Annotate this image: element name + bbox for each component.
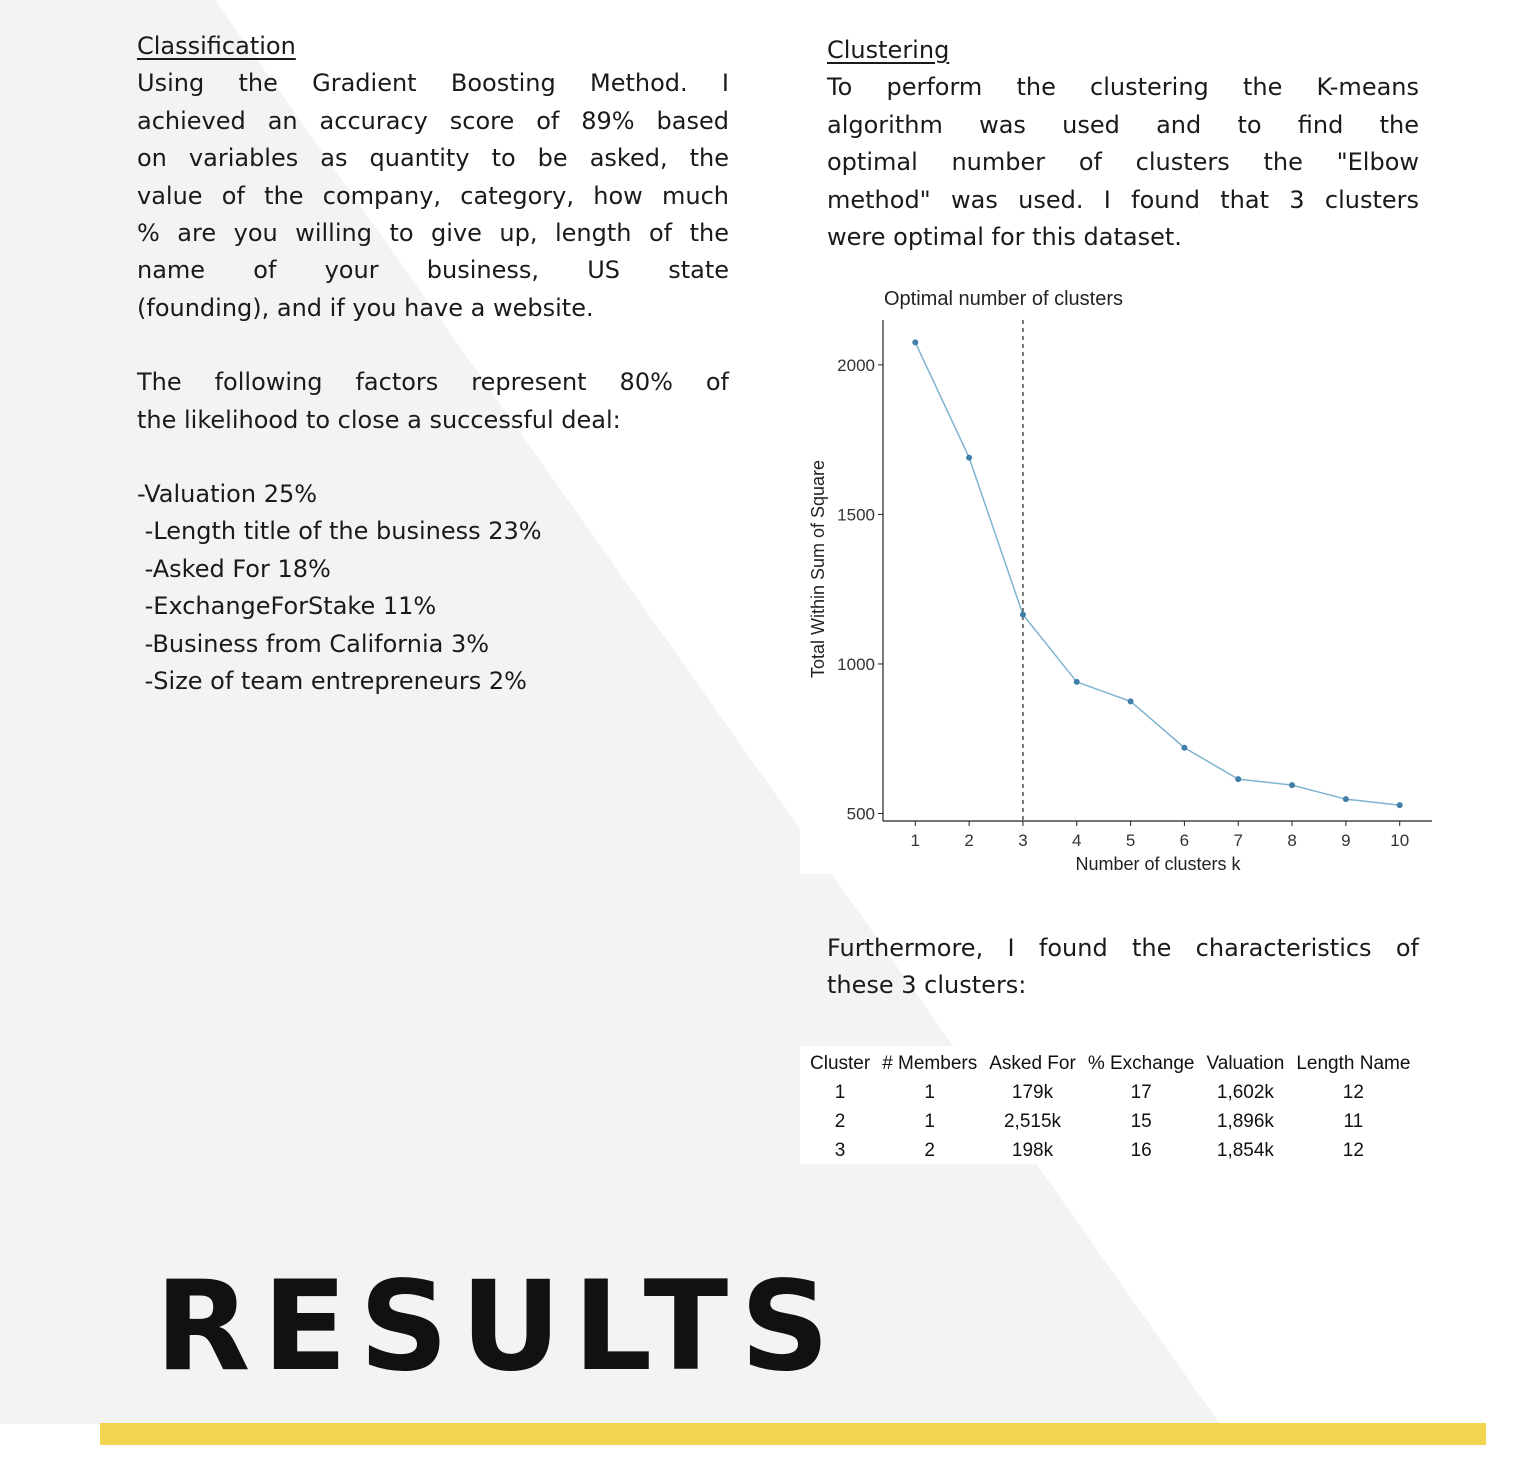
elbow-chart-panel: Optimal number of clusters Number of clu… xyxy=(800,283,1445,874)
clustering-line: algorithm was used and to find the xyxy=(827,110,1419,139)
data-point xyxy=(1289,782,1296,789)
data-point xyxy=(1019,611,1026,618)
table-cell: 12 xyxy=(1342,1081,1364,1103)
column-header: Cluster xyxy=(810,1053,871,1074)
data-point xyxy=(1396,802,1403,809)
clustering-line: optimal number of clusters the "Elbow xyxy=(827,148,1419,177)
classification-heading: Classification xyxy=(137,32,296,60)
table-cell: 1 xyxy=(924,1110,935,1132)
table-cell: 2,515k xyxy=(1003,1110,1062,1132)
x-tick-label: 9 xyxy=(1341,831,1350,850)
factor-item: -Valuation 25% xyxy=(137,480,318,509)
furthermore-line: Furthermore, I found the characteristics… xyxy=(827,934,1419,962)
classification-line: name of your business, US state xyxy=(137,256,729,285)
table-cell: 16 xyxy=(1130,1139,1152,1161)
data-point xyxy=(1342,796,1349,803)
chart-x-axis-label: Number of clusters k xyxy=(1075,854,1241,874)
x-tick-label: 7 xyxy=(1234,831,1243,850)
table-cell: 1,854k xyxy=(1216,1139,1274,1161)
x-tick-label: 3 xyxy=(1018,831,1027,850)
table-row: 2 1 2,515k 15 1,896k 11 xyxy=(804,1107,1416,1136)
classification-line: Using the Gradient Boosting Method. I xyxy=(137,69,729,98)
column-header: % Exchange xyxy=(1087,1053,1195,1074)
elbow-chart: Optimal number of clusters Number of clu… xyxy=(808,288,1432,874)
y-tick-label: 1500 xyxy=(837,505,875,524)
table-cell: 179k xyxy=(1011,1081,1054,1103)
factor-item: -Asked For 18% xyxy=(137,554,331,583)
factors-intro: the likelihood to close a successful dea… xyxy=(137,405,621,434)
classification-line: on variables as quantity to be asked, th… xyxy=(137,144,729,173)
chart-title: Optimal number of clusters xyxy=(884,288,1123,310)
factors-intro: The following factors represent 80% of xyxy=(137,368,729,397)
table-header-row: Cluster # Members Asked For % Exchange V… xyxy=(804,1050,1416,1078)
table-cell: 11 xyxy=(1343,1110,1364,1132)
table-cell: 1,896k xyxy=(1216,1110,1274,1132)
table-row: 3 2 198k 16 1,854k 12 xyxy=(804,1136,1416,1165)
table-cell: 2 xyxy=(924,1139,935,1161)
table-cell: 12 xyxy=(1342,1139,1364,1161)
x-tick-label: 5 xyxy=(1126,831,1135,850)
data-point xyxy=(1127,698,1134,705)
clustering-section: Clustering To perform the clustering the… xyxy=(827,32,1419,256)
table-cell: 198k xyxy=(1011,1139,1054,1161)
x-tick-label: 10 xyxy=(1390,831,1409,850)
x-tick-label: 4 xyxy=(1072,831,1081,850)
factor-item: -ExchangeForStake 11% xyxy=(137,592,437,621)
data-point xyxy=(1235,776,1242,783)
factor-item: -Size of team entrepreneurs 2% xyxy=(137,667,527,696)
table-cell: 1,602k xyxy=(1216,1081,1274,1103)
table-cell: 1 xyxy=(834,1081,846,1103)
column-header: Length Name xyxy=(1296,1053,1411,1074)
classification-line: (founding), and if you have a website. xyxy=(137,293,594,322)
clustering-heading: Clustering xyxy=(827,36,950,64)
factor-list: -Valuation 25% -Length title of the busi… xyxy=(137,476,729,700)
classification-line: % are you willing to give up, length of … xyxy=(137,219,729,248)
column-header: Valuation xyxy=(1206,1053,1285,1074)
column-header: Asked For xyxy=(989,1053,1076,1074)
data-point xyxy=(1181,744,1188,751)
data-point xyxy=(1073,678,1080,685)
furthermore-line: these 3 clusters: xyxy=(827,971,1027,1000)
x-tick-label: 1 xyxy=(911,831,920,850)
factor-item: -Business from California 3% xyxy=(137,629,490,658)
factor-item: -Length title of the business 23% xyxy=(137,517,542,546)
data-point xyxy=(912,339,919,346)
classification-line: achieved an accuracy score of 89% based xyxy=(137,106,729,135)
furthermore-text: Furthermore, I found the characteristics… xyxy=(827,930,1419,1005)
results-title: RESULTS xyxy=(155,1255,842,1399)
classification-line: value of the company, category, how much xyxy=(137,181,729,210)
accent-bar xyxy=(100,1423,1486,1445)
table-row: 1 1 179k 17 1,602k 12 xyxy=(804,1078,1416,1107)
table-cell: 17 xyxy=(1130,1081,1152,1103)
x-tick-label: 6 xyxy=(1180,831,1189,850)
x-tick-label: 2 xyxy=(964,831,973,850)
cluster-table: Cluster # Members Asked For % Exchange V… xyxy=(804,1050,1416,1165)
y-tick-label: 1000 xyxy=(837,655,875,674)
table-cell: 15 xyxy=(1130,1110,1152,1132)
clustering-line: were optimal for this dataset. xyxy=(827,223,1182,252)
y-tick-label: 500 xyxy=(847,805,875,824)
clustering-line: To perform the clustering the K-means xyxy=(827,73,1419,102)
classification-section: Classification Using the Gradient Boosti… xyxy=(137,28,729,701)
table-cell: 3 xyxy=(834,1139,846,1161)
y-tick-label: 2000 xyxy=(837,356,875,375)
x-tick-label: 8 xyxy=(1287,831,1296,850)
chart-y-axis-label: Total Within Sum of Square xyxy=(808,460,828,678)
data-point xyxy=(966,454,973,461)
table-cell: 2 xyxy=(834,1110,846,1132)
series-line xyxy=(914,342,1400,806)
table-cell: 1 xyxy=(924,1081,935,1103)
clustering-line: method" was used. I found that 3 cluster… xyxy=(827,185,1419,214)
column-header: # Members xyxy=(882,1053,978,1074)
cluster-table-panel: Cluster # Members Asked For % Exchange V… xyxy=(800,1046,1445,1164)
